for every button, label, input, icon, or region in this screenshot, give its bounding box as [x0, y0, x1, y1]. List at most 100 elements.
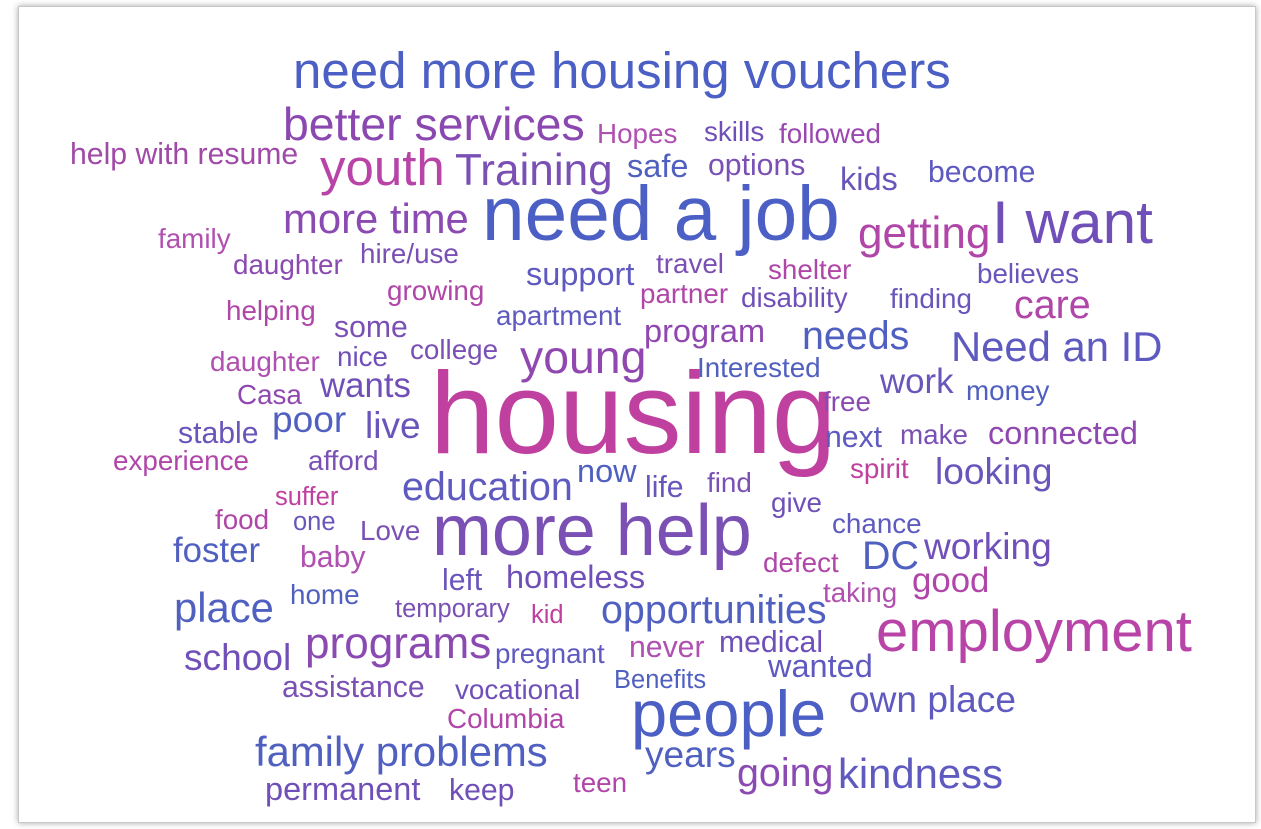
word: good [912, 561, 989, 600]
word: permanent [265, 771, 420, 807]
word: more help [432, 491, 752, 571]
word: never [629, 631, 705, 664]
word: daughter [233, 249, 343, 280]
word: find [707, 467, 752, 498]
word: going [737, 751, 833, 795]
word: employment [876, 599, 1192, 664]
word: live [365, 404, 421, 446]
word: free [823, 386, 871, 417]
word: shelter [768, 254, 851, 285]
word: safe [627, 148, 688, 184]
word: work [879, 362, 954, 401]
word: people [631, 677, 826, 750]
word: family problems [255, 728, 548, 775]
word: need a job [482, 172, 840, 257]
word: better services [283, 98, 585, 150]
word: homeless [506, 559, 645, 595]
word: Benefits [614, 666, 706, 694]
word: family [158, 223, 231, 254]
word: life [645, 471, 684, 504]
word: taking [823, 577, 897, 608]
word: partner [640, 278, 728, 309]
word: skills [704, 116, 764, 147]
word: followed [779, 118, 881, 149]
word: connected [988, 415, 1138, 451]
word: some [334, 311, 408, 344]
word-cloud-card [18, 6, 1256, 823]
word: help with resume [70, 138, 298, 171]
word: care [1014, 283, 1091, 327]
word: Columbia [447, 703, 565, 734]
word: kindness [838, 750, 1003, 797]
word: wanted [767, 648, 873, 684]
word: working [923, 525, 1052, 567]
word: support [526, 256, 634, 292]
word: looking [935, 450, 1053, 492]
word: make [900, 419, 968, 450]
word: believes [977, 258, 1079, 289]
word: more time [283, 195, 469, 242]
word: kids [840, 161, 898, 197]
word: Need an ID [951, 323, 1162, 370]
word: vocational [455, 674, 580, 705]
word: DC [862, 534, 919, 578]
word: needs [802, 314, 909, 358]
word: education [402, 465, 573, 509]
word: housing [430, 348, 836, 478]
word: stable [178, 417, 259, 450]
word: give [771, 487, 822, 518]
word: Interested [697, 352, 821, 383]
word: Hopes [597, 118, 677, 149]
word: place [174, 584, 274, 631]
word: defect [763, 547, 839, 578]
word: teen [573, 767, 627, 798]
word: nice [337, 341, 388, 372]
word: disability [741, 282, 848, 313]
word: pregnant [495, 638, 605, 669]
word: helping [226, 295, 316, 326]
word: I want [992, 188, 1153, 256]
word: opportunities [601, 588, 827, 632]
word: kid [531, 601, 564, 629]
word: suffer [275, 483, 339, 511]
word: chance [832, 508, 922, 539]
word: apartment [496, 300, 621, 331]
word: experience [113, 445, 249, 476]
word: hire/use [360, 238, 459, 269]
word: Love [360, 515, 420, 546]
word: foster [173, 531, 260, 570]
word: college [410, 334, 498, 365]
word: afford [308, 445, 379, 476]
word: years [645, 733, 736, 775]
word: wants [319, 366, 411, 405]
word: youth [320, 139, 445, 196]
word: money [966, 375, 1050, 406]
word: keep [449, 774, 514, 807]
word: Training [455, 146, 613, 195]
word: growing [387, 275, 484, 306]
word: now [577, 453, 637, 489]
word: program [644, 313, 765, 349]
word: finding [890, 283, 972, 314]
word: daughter [210, 346, 320, 377]
word: left [442, 564, 483, 597]
word: medical [719, 626, 823, 659]
word: young [520, 331, 646, 383]
word: need more housing vouchers [293, 42, 951, 99]
word: one [293, 508, 336, 536]
word: home [290, 579, 360, 610]
word: assistance [282, 671, 425, 704]
word: options [708, 149, 805, 182]
word: food [215, 504, 269, 535]
word: baby [300, 541, 366, 574]
word: programs [305, 619, 491, 668]
word: become [928, 156, 1035, 189]
word: getting [858, 209, 990, 258]
word: own place [849, 678, 1016, 720]
word: temporary [395, 595, 510, 623]
word: poor [272, 398, 346, 440]
word: spirit [850, 453, 909, 484]
word: Casa [237, 379, 302, 410]
